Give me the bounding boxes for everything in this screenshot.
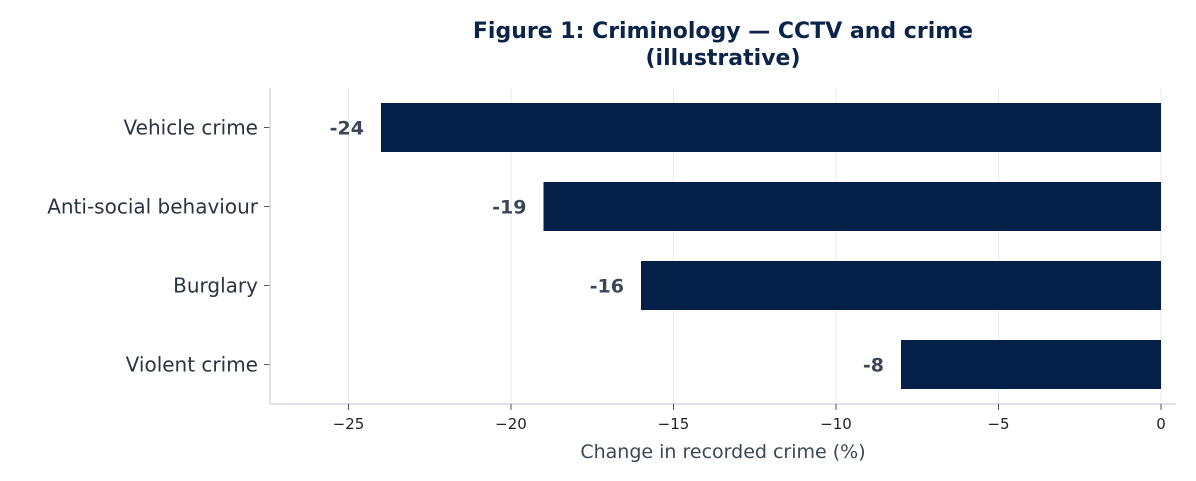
data-label-2: -16 — [590, 276, 624, 298]
x-tick-labels: −25 −20 −15 −10 −5 0 — [333, 415, 1166, 433]
x-tick-label-2: −15 — [658, 415, 690, 433]
category-label-1: Anti-social behaviour — [47, 195, 259, 219]
category-label-3: Violent crime — [126, 353, 258, 377]
bar-1 — [543, 182, 1161, 231]
bars — [381, 103, 1161, 389]
category-labels: Vehicle crime Anti-social behaviour Burgla… — [47, 116, 259, 377]
data-label-1: -19 — [492, 197, 526, 219]
category-label-0: Vehicle crime — [124, 116, 258, 140]
x-axis-title: Change in recorded crime (%) — [580, 441, 865, 463]
x-tick-label-0: −25 — [333, 415, 365, 433]
bar-0 — [381, 103, 1161, 152]
chart-title-line-2: (illustrative) — [645, 46, 800, 71]
data-labels: -24 -19 -16 -8 — [330, 118, 884, 377]
x-tick-label-4: −5 — [987, 415, 1009, 433]
x-tick-label-3: −10 — [820, 415, 852, 433]
bar-3 — [901, 340, 1161, 389]
data-label-0: -24 — [330, 118, 364, 140]
data-label-3: -8 — [863, 355, 884, 377]
bar-2 — [641, 261, 1161, 310]
chart-title-line-1: Figure 1: Criminology — CCTV and crime — [473, 19, 973, 44]
x-tick-label-5: 0 — [1156, 415, 1166, 433]
category-label-2: Burglary — [173, 274, 258, 298]
x-tick-label-1: −20 — [495, 415, 527, 433]
axes — [264, 88, 1176, 410]
